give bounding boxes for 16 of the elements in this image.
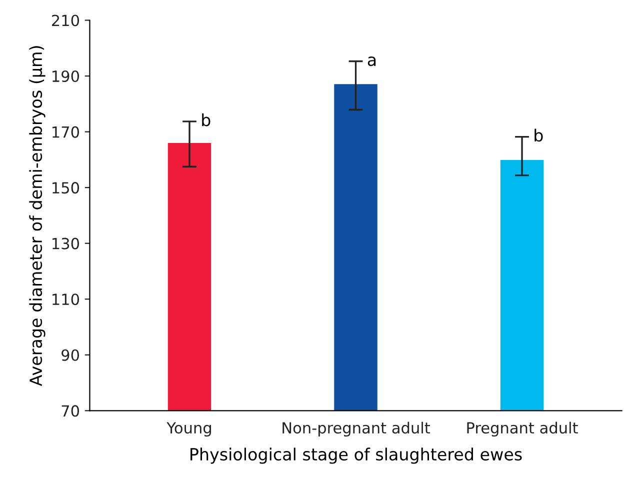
- y-tick-label: 190: [52, 70, 80, 82]
- x-tick-label: Non-pregnant adult: [282, 422, 430, 437]
- y-tick-label: 70: [62, 405, 80, 417]
- x-axis-title: Physiological stage of slaughtered ewes: [190, 448, 522, 464]
- annotation: b: [202, 113, 210, 126]
- y-tick-label: 150: [52, 182, 80, 194]
- y-tick-label: 210: [52, 14, 80, 26]
- annotation: a: [368, 56, 376, 66]
- x-tick-label: Pregnant adult: [467, 422, 578, 437]
- y-tick-label: 90: [62, 349, 80, 361]
- y-tick-label: 130: [52, 238, 80, 250]
- y-axis-title: Average diameter of demi-embryos (μm): [29, 46, 46, 386]
- y-tick-label: 110: [52, 294, 80, 306]
- annotation: b: [534, 128, 543, 142]
- y-tick-label: 170: [52, 126, 80, 138]
- x-tick-label: Young: [166, 422, 211, 437]
